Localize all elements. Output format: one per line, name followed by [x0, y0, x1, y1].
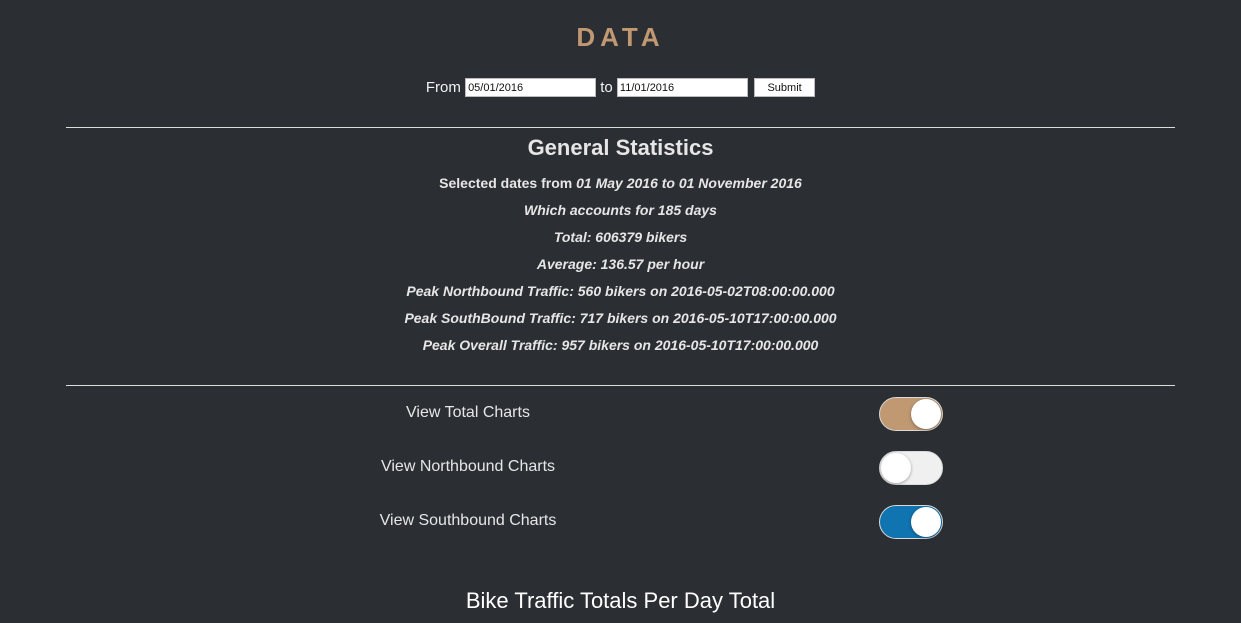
- toggle-knob: [911, 399, 941, 429]
- toggle-label-total: View Total Charts: [406, 404, 530, 421]
- from-label: From: [425, 79, 461, 96]
- toggle-row-southbound: View Southbound Charts: [0, 505, 1241, 539]
- toggle-row-northbound: View Northbound Charts: [0, 451, 1241, 485]
- accounts-days-line: Which accounts for 185 days: [524, 202, 717, 218]
- date-range-form: From to Submit: [0, 78, 1241, 97]
- peak-overall-line: Peak Overall Traffic: 957 bikers on 2016…: [422, 337, 819, 353]
- toggle-knob: [881, 453, 911, 483]
- toggle-label-southbound: View Southbound Charts: [379, 512, 557, 529]
- selected-dates-prefix: Selected dates from: [439, 175, 573, 191]
- toggle-knob: [911, 507, 941, 537]
- chart-section-heading: Bike Traffic Totals Per Day Total: [465, 588, 776, 613]
- toggle-row-total: View Total Charts: [0, 397, 1241, 431]
- average-line: Average: 136.57 per hour: [536, 256, 705, 272]
- page-title: DATA: [576, 22, 665, 52]
- peak-southbound-line: Peak SouthBound Traffic: 717 bikers on 2…: [404, 310, 837, 326]
- selected-dates-line: Selected dates from 01 May 2016 to 01 No…: [0, 172, 1241, 199]
- general-statistics-heading: General Statistics: [527, 135, 714, 160]
- total-charts-toggle[interactable]: [879, 397, 943, 431]
- northbound-charts-toggle[interactable]: [879, 451, 943, 485]
- to-date-input[interactable]: [616, 78, 748, 97]
- total-bikers-line: Total: 606379 bikers: [553, 229, 688, 245]
- toggle-label-northbound: View Northbound Charts: [380, 458, 556, 475]
- from-date-input[interactable]: [465, 78, 597, 97]
- submit-button[interactable]: Submit: [754, 78, 816, 97]
- divider-middle: [66, 385, 1175, 386]
- peak-northbound-line: Peak Northbound Traffic: 560 bikers on 2…: [406, 283, 835, 299]
- to-label: to: [600, 79, 613, 96]
- statistics-list: Selected dates from 01 May 2016 to 01 No…: [0, 172, 1241, 361]
- divider-top: [66, 127, 1175, 128]
- southbound-charts-toggle[interactable]: [879, 505, 943, 539]
- selected-dates-range: 01 May 2016 to 01 November 2016: [576, 175, 802, 191]
